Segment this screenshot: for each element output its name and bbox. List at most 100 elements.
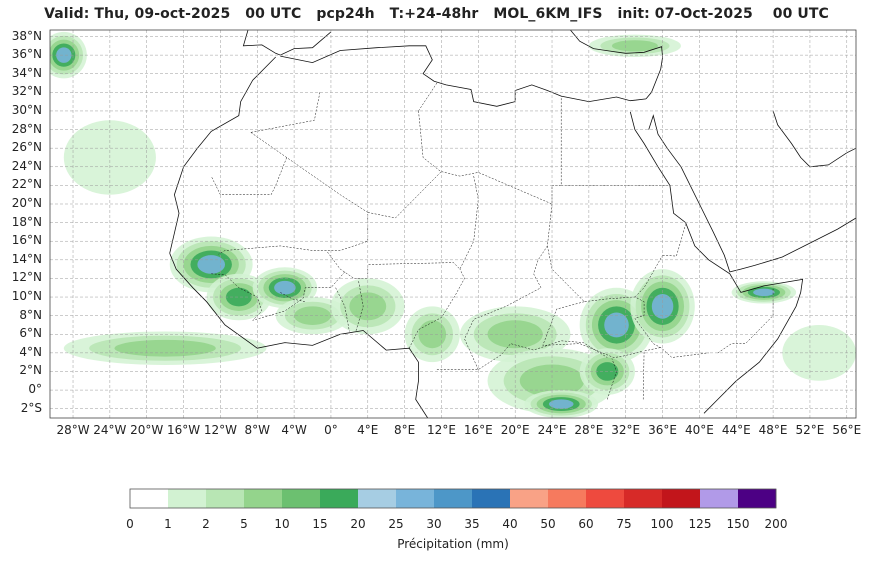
lat-label: 2°N [19, 363, 42, 378]
colorbar-tick-label: 100 [650, 517, 674, 531]
border-1 [210, 157, 287, 195]
border-12 [542, 301, 644, 358]
coastline-6 [570, 30, 664, 100]
lon-label: 20°W [130, 423, 164, 437]
colorbar-cell [434, 489, 473, 508]
border-14 [436, 340, 608, 370]
lat-label: 4°N [19, 344, 42, 359]
precip-cell-guinea-l4 [225, 287, 252, 307]
lon-label: 4°W [281, 423, 307, 437]
colorbar-tick-label: 30 [426, 517, 442, 531]
lon-label: 16°E [463, 423, 493, 437]
lat-label: 24°N [11, 158, 42, 173]
lat-label: 22°N [11, 177, 42, 192]
border-4 [367, 171, 442, 219]
lon-label: 8°E [394, 423, 416, 437]
lon-label: 52°E [795, 423, 825, 437]
border-0 [218, 132, 369, 255]
colorbar-cell [738, 489, 777, 508]
precip-cell-west-africa-senegal-l5 [197, 255, 226, 274]
colorbar-tick-label: 50 [540, 517, 556, 531]
lon-label: 8°W [244, 423, 271, 437]
lat-label: 8°N [19, 307, 42, 322]
border-2 [250, 92, 321, 133]
colorbar-cell [548, 489, 587, 508]
precip-cell-drc-south-l5 [548, 399, 574, 409]
border-20 [355, 281, 364, 332]
lon-label: 40°E [684, 423, 714, 437]
lon-label: 12°W [203, 423, 237, 437]
lat-label: 0° [28, 382, 42, 397]
border-21 [408, 268, 465, 349]
border-13 [717, 287, 774, 354]
precip-cell-turkey-l3 [611, 40, 658, 52]
colorbar-tick-label: 200 [764, 517, 788, 531]
lon-label: 36°E [648, 423, 677, 437]
lat-label: 28°N [11, 121, 42, 136]
border-9 [547, 245, 709, 358]
colorbar-cell [358, 489, 397, 508]
colorbar-cell [320, 489, 359, 508]
map-frame [49, 29, 857, 419]
colorbar-cell [282, 489, 321, 508]
coastline-5 [242, 30, 332, 56]
precip-cell-indian-ocean-l1 [782, 324, 856, 381]
border-11 [634, 255, 663, 298]
colorbar-tick-label: 35 [464, 517, 480, 531]
lon-label: 20°E [500, 423, 530, 437]
lat-label: 30°N [11, 102, 42, 117]
colorbar-cell [396, 489, 435, 508]
lon-label: 48°E [758, 423, 788, 437]
lat-label: 14°N [11, 251, 42, 266]
lon-label: 28°W [56, 423, 90, 437]
border-7 [464, 203, 553, 370]
coastline-0 [169, 253, 429, 418]
precip-cell-somalia-north-l5 [753, 288, 775, 297]
colorbar-cell [130, 489, 169, 508]
lat-label: 6°N [19, 326, 42, 341]
colorbar-tick-label: 5 [240, 517, 248, 531]
coastline-7 [772, 110, 856, 168]
lon-label: 24°W [93, 423, 127, 437]
precip-cell-south-sudan-l5 [604, 312, 629, 338]
colorbar-cell [662, 489, 701, 508]
colorbar-tick-label: 10 [274, 517, 290, 531]
colorbar-cell [206, 489, 245, 508]
border-17 [211, 271, 345, 321]
colorbar-tick-label: 150 [726, 517, 750, 531]
lon-label: 16°W [166, 423, 201, 437]
colorbar-tick-label: 40 [502, 517, 518, 531]
lon-label: 32°E [611, 423, 641, 437]
lon-label: 44°E [721, 423, 751, 437]
graticule [50, 30, 856, 418]
lat-label: 10°N [11, 289, 42, 304]
colorbar-tick-label: 60 [578, 517, 594, 531]
lon-label: 12°E [427, 423, 456, 437]
colorbar-tick-label: 125 [688, 517, 712, 531]
precip-cell-iberia-l5 [56, 47, 72, 63]
country-borders [210, 82, 774, 400]
lat-label: 16°N [11, 233, 42, 248]
coastlines [169, 30, 856, 418]
colorbar-tick-label: 1 [164, 517, 172, 531]
colorbar-cell [586, 489, 625, 508]
lat-label: 38°N [11, 28, 42, 43]
lon-label: 28°E [574, 423, 604, 437]
colorbar-cell [472, 489, 511, 508]
lon-label: 4°E [357, 423, 379, 437]
map-title: Valid: Thu, 09-oct-2025 00 UTC pcp24h T:… [44, 6, 829, 22]
precip-cell-gulf-guinea-ocean-l3 [114, 339, 216, 357]
border-3 [418, 96, 562, 205]
precip-cell-mali-burkina-l5 [274, 280, 296, 295]
lon-label: 0° [324, 423, 338, 437]
colorbar-tick-label: 75 [616, 517, 632, 531]
coastline-3 [629, 111, 804, 414]
coastline-2 [280, 45, 647, 107]
colorbar-cell [510, 489, 549, 508]
lat-label: 34°N [11, 65, 42, 80]
colorbar-tick-label: 20 [350, 517, 366, 531]
border-18 [280, 292, 306, 302]
colorbar-tick-label: 2 [202, 517, 210, 531]
lat-label: 12°N [11, 270, 42, 285]
lon-label: 56°E [832, 423, 862, 437]
